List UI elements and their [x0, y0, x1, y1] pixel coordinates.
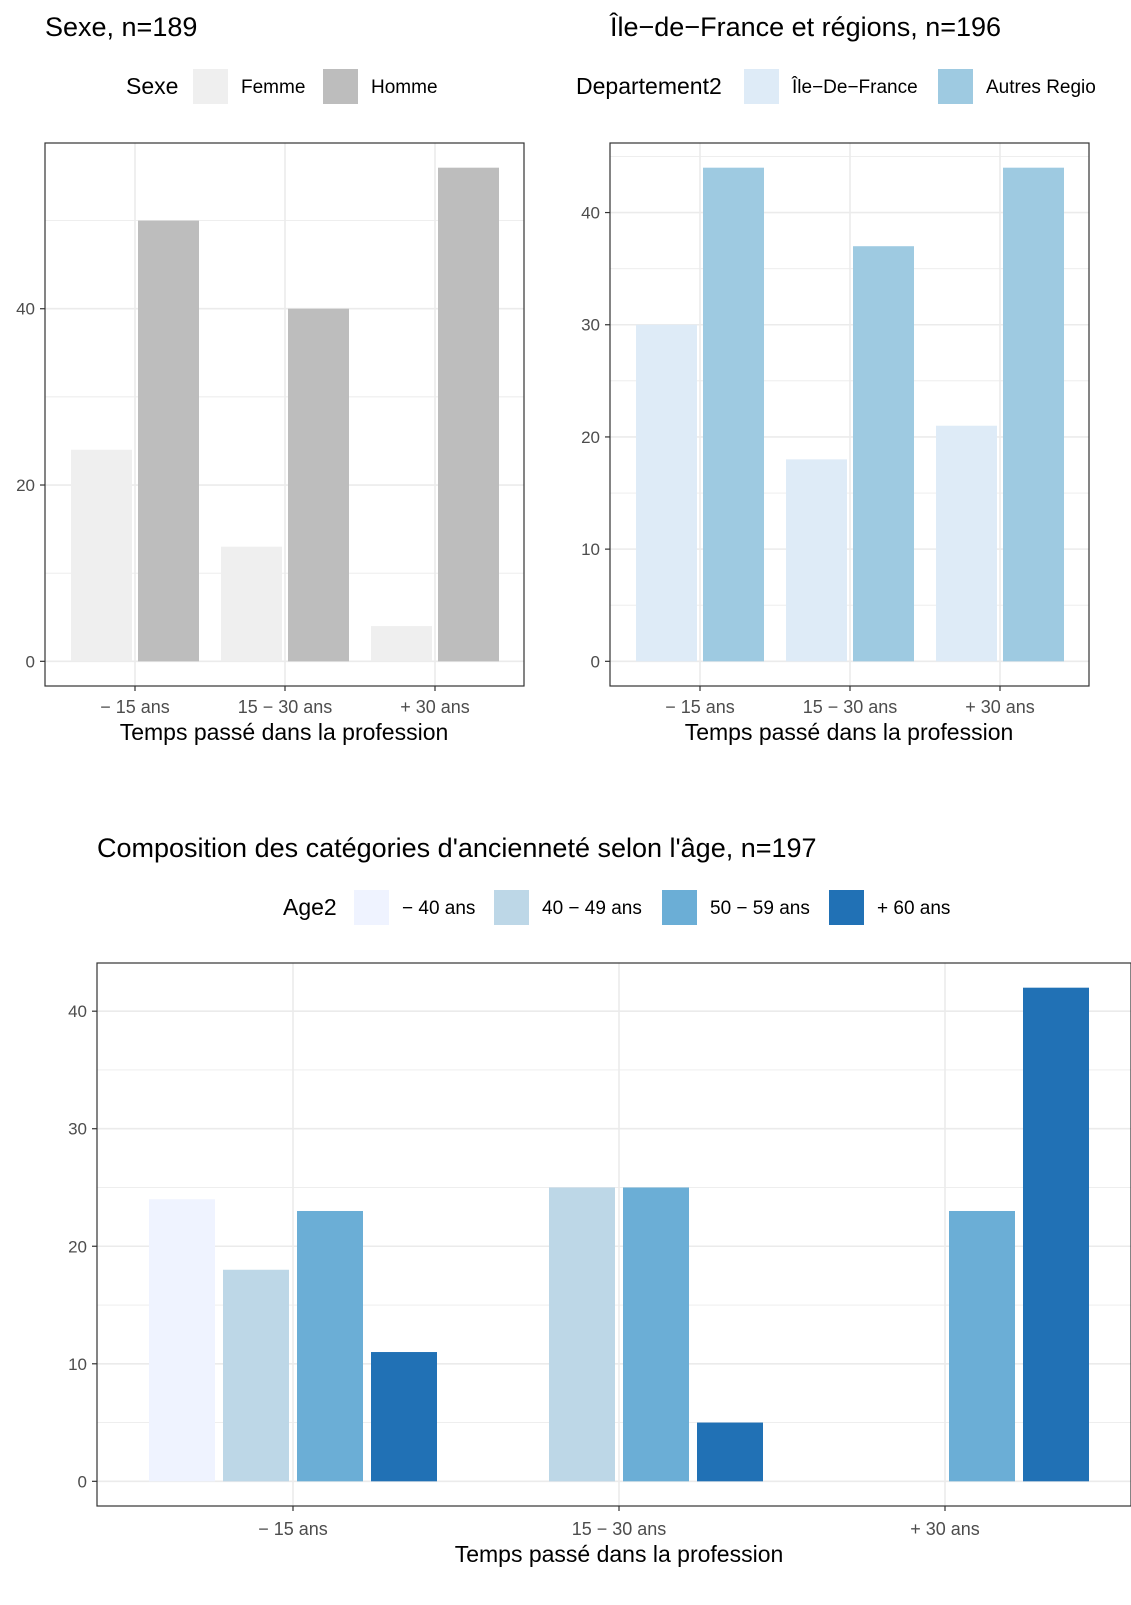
- legend-key: [323, 69, 358, 104]
- legend-key: [494, 890, 529, 925]
- bar-1-3: [936, 425, 997, 662]
- legend-key: [744, 69, 779, 104]
- legend-title: Age2: [283, 894, 337, 920]
- bar-3-3: [949, 1210, 1015, 1482]
- legend-label: 40 − 49 ans: [542, 898, 642, 919]
- y-tick-label: 30: [68, 1120, 87, 1139]
- bar-4-3: [1023, 987, 1089, 1482]
- y-tick-label: 0: [26, 652, 35, 671]
- x-tick-label: 15 − 30 ans: [238, 697, 333, 717]
- legend-title: Departement2: [576, 73, 722, 99]
- y-tick-label: 10: [581, 540, 600, 559]
- legend-label: + 60 ans: [877, 898, 950, 919]
- bar-2-1: [703, 167, 764, 662]
- legend-key: [938, 69, 973, 104]
- bar-3-1: [297, 1210, 363, 1482]
- x-axis-title: Temps passé dans la profession: [120, 719, 449, 745]
- x-tick-label: + 30 ans: [400, 697, 470, 717]
- chart-panel-2: Île−de−France et régions, n=196 Departeme…: [576, 11, 1096, 745]
- bar-2-2: [288, 308, 349, 662]
- y-tick-label: 0: [78, 1472, 87, 1491]
- plot-area: [97, 963, 1131, 1506]
- panel-border: [96, 962, 1131, 1507]
- x-tick-label: − 15 ans: [665, 697, 735, 717]
- legend-key: [354, 890, 389, 925]
- legend: Departement2 Île−De−France Autres Regio: [576, 69, 1096, 104]
- bar-1-2: [221, 546, 282, 662]
- y-tick-label: 40: [581, 204, 600, 223]
- legend-label: Autres Regio: [986, 77, 1096, 98]
- bar-2-2: [549, 1187, 615, 1482]
- legend: Sexe Femme Homme: [126, 69, 438, 104]
- chart-panel-3: Composition des catégories d'ancienneté …: [68, 833, 1131, 1567]
- y-tick-label: 0: [591, 652, 600, 671]
- bar-4-2: [697, 1422, 763, 1482]
- chart-title: Sexe, n=189: [45, 12, 197, 42]
- y-tick-label: 30: [581, 316, 600, 335]
- chart-title: Composition des catégories d'ancienneté …: [97, 833, 817, 863]
- chart-title: Île−de−France et régions, n=196: [609, 11, 1001, 42]
- bar-2-2: [853, 246, 914, 662]
- y-tick-label: 20: [16, 476, 35, 495]
- x-tick-label: − 15 ans: [100, 697, 170, 717]
- x-tick-label: 15 − 30 ans: [803, 697, 898, 717]
- legend-key: [829, 890, 864, 925]
- legend-title: Sexe: [126, 73, 178, 99]
- bar-1-3: [371, 626, 432, 662]
- bar-1-1: [636, 324, 697, 662]
- legend-label: Île−De−France: [791, 76, 918, 98]
- plot-area: [610, 143, 1089, 686]
- y-tick-label: 20: [581, 428, 600, 447]
- legend-label: − 40 ans: [402, 898, 475, 919]
- chart-panel-1: Sexe, n=189 Sexe Femme Homme 0 20 40 − 15 ans 15…: [16, 12, 525, 745]
- bar-1-2: [786, 459, 847, 662]
- bar-2-1: [223, 1269, 289, 1482]
- y-tick-label: 10: [68, 1355, 87, 1374]
- bar-2-1: [138, 220, 199, 662]
- x-tick-label: + 30 ans: [910, 1519, 980, 1539]
- x-tick-label: + 30 ans: [965, 697, 1035, 717]
- x-axis-title: Temps passé dans la profession: [455, 1541, 784, 1567]
- bar-2-3: [438, 167, 499, 662]
- x-tick-label: 15 − 30 ans: [572, 1519, 667, 1539]
- y-tick-label: 20: [68, 1237, 87, 1256]
- bar-1-1: [71, 449, 132, 662]
- bar-4-1: [371, 1352, 437, 1482]
- legend-key: [662, 890, 697, 925]
- bar-3-2: [623, 1187, 689, 1482]
- x-axis-title: Temps passé dans la profession: [685, 719, 1014, 745]
- plot-area: [45, 143, 524, 686]
- legend-label: Homme: [371, 77, 438, 98]
- bar-2-3: [1003, 167, 1064, 662]
- legend-label: Femme: [241, 77, 305, 98]
- y-tick-label: 40: [16, 300, 35, 319]
- legend-label: 50 − 59 ans: [710, 898, 810, 919]
- legend: Age2 − 40 ans 40 − 49 ans 50 − 59 ans + 60 a…: [283, 890, 950, 925]
- x-tick-label: − 15 ans: [258, 1519, 328, 1539]
- bar-1-1: [149, 1199, 215, 1482]
- legend-key: [193, 69, 228, 104]
- y-tick-label: 40: [68, 1002, 87, 1021]
